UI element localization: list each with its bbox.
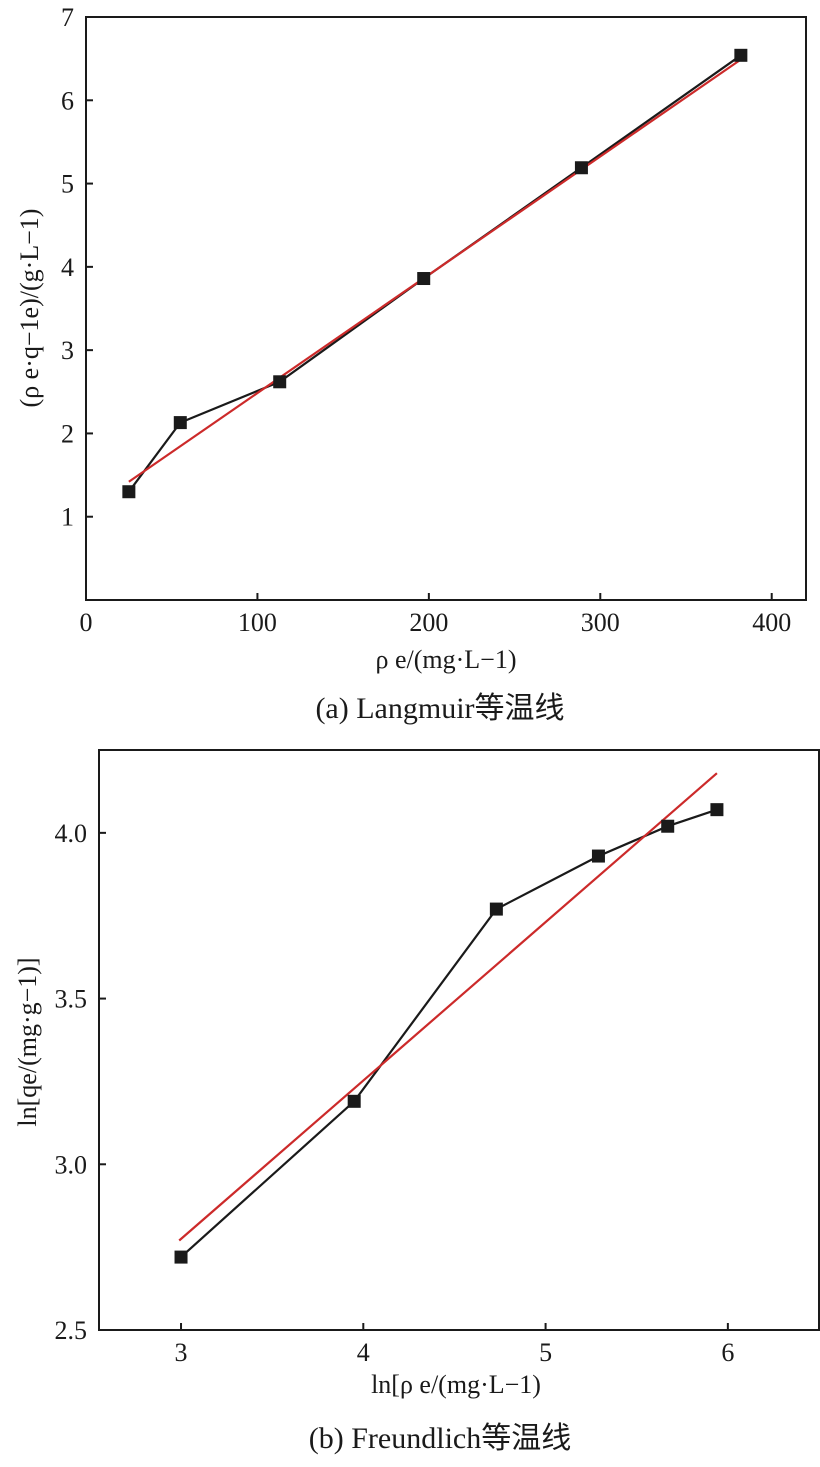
fit-line-group xyxy=(178,772,718,1242)
x-ticks: 3 4 5 6 xyxy=(175,1323,734,1367)
x-tick-label: 3 xyxy=(175,1338,188,1367)
data-point xyxy=(347,1094,361,1108)
data-point xyxy=(273,375,287,389)
chart-caption: (b) Freundlich等温线 xyxy=(309,1422,571,1455)
data-markers xyxy=(174,803,724,1264)
y-tick-label: 1 xyxy=(61,503,74,532)
data-point xyxy=(591,849,605,863)
y-axis-title: ln[qe/(mg·g−1)] xyxy=(13,957,42,1126)
y-tick-label: 2 xyxy=(61,419,74,448)
data-series xyxy=(180,808,718,1258)
x-axis-title: ρ e/(mg·L−1) xyxy=(376,645,517,674)
y-tick-label: 3.0 xyxy=(55,1150,88,1179)
y-tick-label: 3 xyxy=(61,336,74,365)
x-tick-label: 0 xyxy=(80,608,93,637)
y-tick-label: 6 xyxy=(61,86,74,115)
x-axis-title: ln[ρ e/(mg·L−1) xyxy=(371,1370,541,1399)
y-axis-title: (ρ e·q−1e)/(g·L−1) xyxy=(15,209,44,408)
x-tick-label: 100 xyxy=(238,608,277,637)
fit-line xyxy=(128,58,742,483)
data-point xyxy=(489,902,503,916)
y-tick-label: 7 xyxy=(61,3,74,32)
data-markers xyxy=(122,48,748,499)
fit-line-group xyxy=(128,58,742,483)
y-tick-label: 3.5 xyxy=(55,985,88,1014)
series-line xyxy=(180,808,718,1258)
y-tick-label: 2.5 xyxy=(55,1316,88,1345)
fit-line xyxy=(178,772,718,1242)
x-tick-label: 200 xyxy=(409,608,448,637)
data-point xyxy=(661,819,675,833)
y-tick-label: 4.0 xyxy=(55,819,88,848)
plot-frame xyxy=(98,749,820,1331)
x-tick-label: 400 xyxy=(752,608,791,637)
data-point xyxy=(122,485,136,499)
plot-frame xyxy=(85,16,807,601)
y-ticks: 1 2 3 4 5 6 7 xyxy=(61,3,93,532)
data-point xyxy=(417,272,431,286)
data-point xyxy=(173,416,187,430)
data-series xyxy=(128,54,742,493)
chart-caption: (a) Langmuir等温线 xyxy=(315,692,564,725)
data-point xyxy=(574,161,588,175)
x-tick-label: 300 xyxy=(581,608,620,637)
x-ticks: 0 100 200 300 400 xyxy=(80,593,791,637)
x-tick-label: 5 xyxy=(539,1338,552,1367)
y-tick-label: 4 xyxy=(61,253,74,282)
series-line xyxy=(128,54,742,493)
data-point xyxy=(710,803,724,817)
data-point xyxy=(734,48,748,62)
freundlich-chart: 3 4 5 6 2.5 3.0 3.5 4.0 ln[ρ e/(mg·L−1) ln[qe/… xyxy=(13,749,820,1455)
x-tick-label: 6 xyxy=(721,1338,734,1367)
data-point xyxy=(174,1250,188,1264)
langmuir-chart: 0 100 200 300 400 1 2 3 4 5 6 7 ρ e/(mg·L−1) (ρ e·… xyxy=(15,3,807,725)
y-tick-label: 5 xyxy=(61,170,74,199)
y-ticks: 2.5 3.0 3.5 4.0 xyxy=(55,819,106,1345)
x-tick-label: 4 xyxy=(357,1338,370,1367)
